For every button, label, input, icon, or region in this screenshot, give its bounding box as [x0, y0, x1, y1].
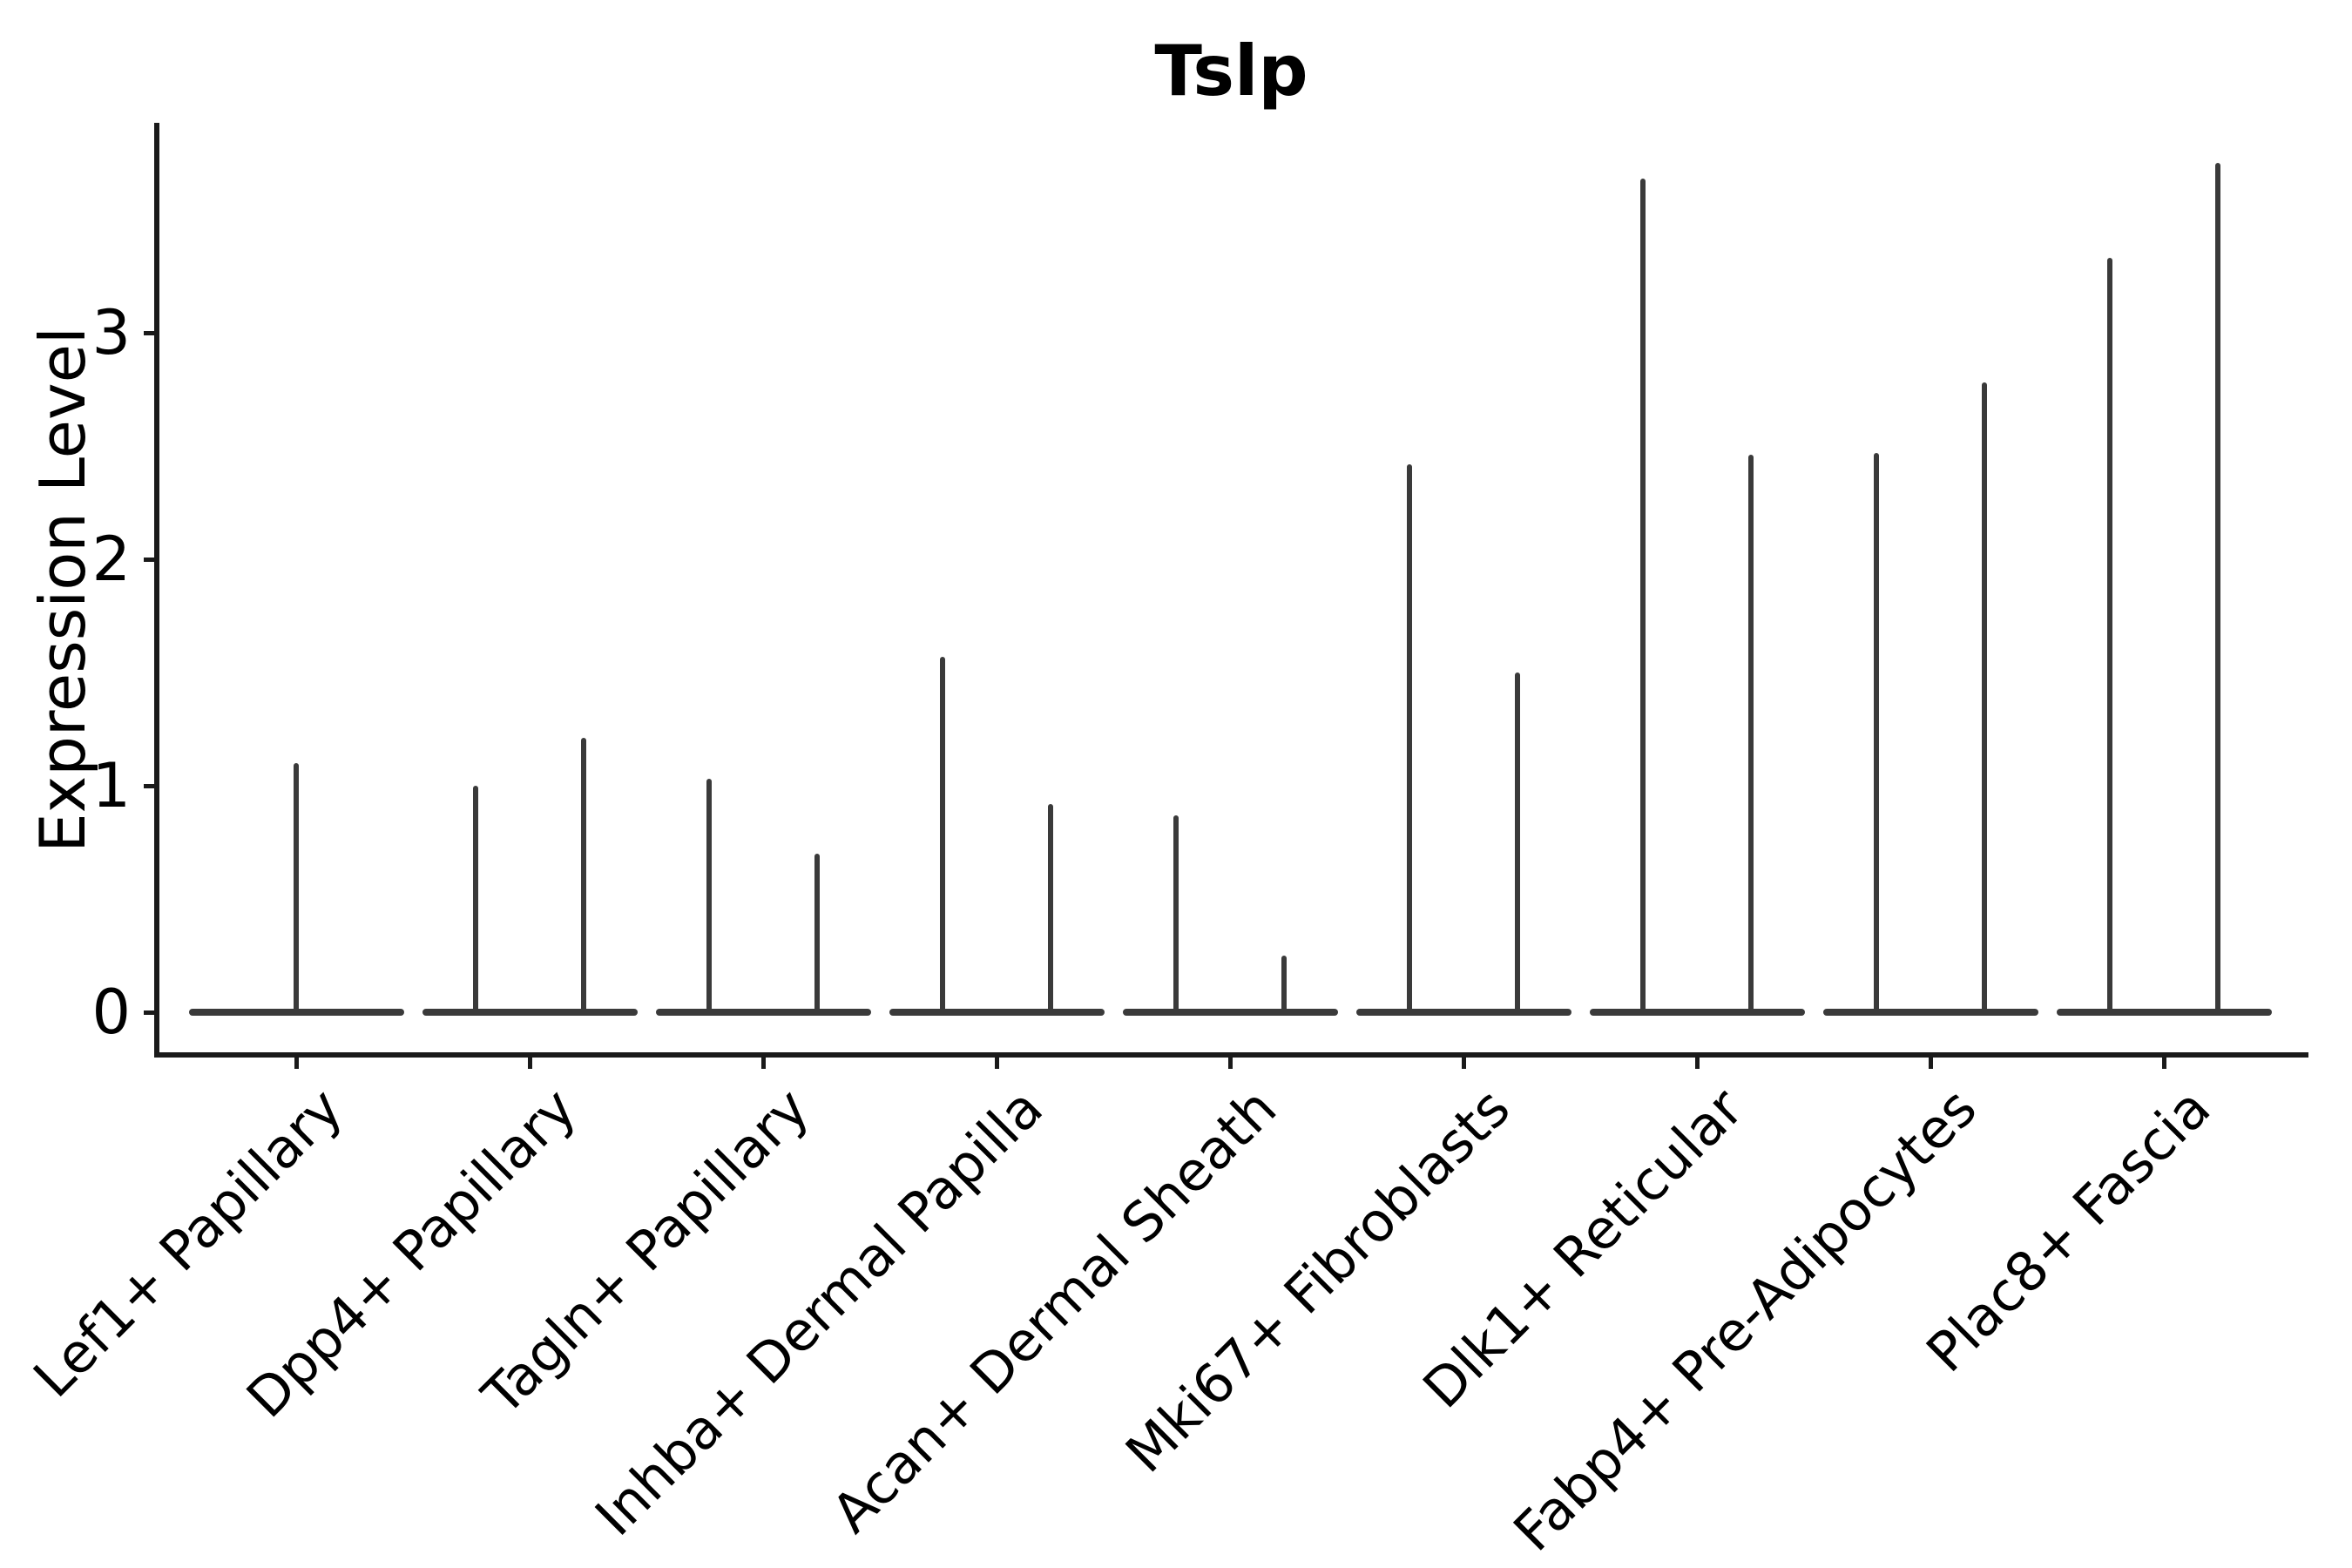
violin-needle	[1982, 382, 1987, 1016]
x-tick	[994, 1058, 999, 1069]
violin-baseline	[889, 1009, 1105, 1016]
y-tick-label: 1	[91, 750, 131, 821]
violin-needle	[706, 779, 712, 1016]
violin-needle	[2215, 163, 2220, 1016]
violin-baseline	[655, 1009, 871, 1016]
x-tick	[760, 1058, 766, 1069]
x-tick	[2161, 1058, 2166, 1069]
violin-needle	[581, 738, 586, 1016]
violin-baseline	[1355, 1009, 1571, 1016]
violin-needle	[1281, 956, 1287, 1016]
violin-needle	[1748, 455, 1754, 1016]
violin-needle	[1173, 814, 1179, 1016]
x-category-label: Acan+ Dermal Sheath	[819, 1076, 1288, 1545]
violin-needle	[1515, 672, 1520, 1016]
y-tick	[144, 783, 154, 788]
x-tick	[294, 1058, 299, 1069]
violin-needle	[1407, 463, 1412, 1016]
violin-needle	[1874, 452, 1879, 1016]
x-tick	[1461, 1058, 1466, 1069]
violin-needle	[814, 854, 820, 1016]
x-tick	[1694, 1058, 1700, 1069]
x-axis-spine	[154, 1052, 2308, 1058]
x-tick	[1227, 1058, 1233, 1069]
x-category-label: Fabp4+ Pre-Adipocytes	[1501, 1076, 1989, 1564]
y-tick	[144, 330, 154, 335]
y-tick-label: 0	[91, 977, 131, 1048]
x-tick	[1928, 1058, 1933, 1069]
y-tick	[144, 557, 154, 562]
violin-needle	[1048, 803, 1053, 1016]
violin-needle	[2107, 258, 2112, 1016]
violin-baseline	[422, 1009, 638, 1016]
violin-needle	[473, 786, 478, 1016]
violin-baseline	[1822, 1009, 2038, 1016]
y-tick	[144, 1010, 154, 1015]
chart-title: Tslp	[1154, 30, 1308, 112]
x-category-label: Inhba+ Dermal Papilla	[583, 1076, 1055, 1548]
violin-baseline	[1589, 1009, 1805, 1016]
violin-needle	[1640, 179, 1646, 1016]
violin-needle	[940, 656, 945, 1016]
violin-baseline	[2056, 1009, 2272, 1016]
x-category-label: Mki67+ Fibroblasts	[1112, 1076, 1522, 1485]
y-axis-spine	[154, 123, 159, 1058]
x-tick	[527, 1058, 532, 1069]
y-tick-label: 3	[91, 297, 131, 368]
violin-needle	[294, 763, 299, 1016]
violin-baseline	[1122, 1009, 1338, 1016]
y-tick-label: 2	[91, 524, 131, 595]
